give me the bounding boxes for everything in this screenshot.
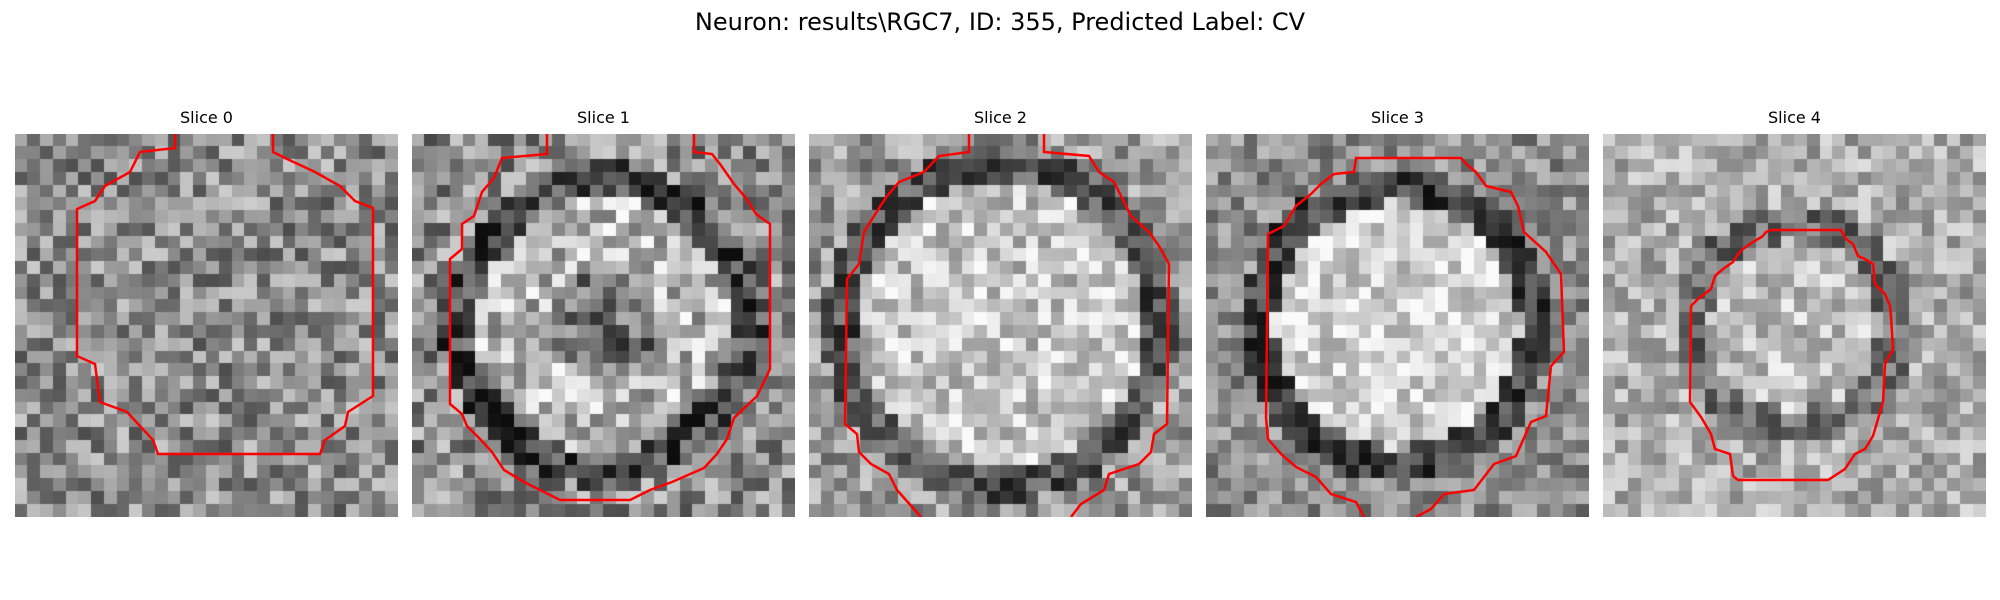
- slice-title: Slice 0: [180, 108, 233, 127]
- slice-panel-3: Slice 3: [1206, 108, 1589, 517]
- slice-title: Slice 3: [1371, 108, 1424, 127]
- segmentation-contour: [448, 134, 772, 502]
- slice-title: Slice 1: [577, 108, 630, 127]
- slice-image: [1603, 134, 1986, 517]
- slice-panel-2: Slice 2: [809, 108, 1192, 517]
- figure-title: Neuron: results\RGC7, ID: 355, Predicted…: [694, 8, 1306, 36]
- slice-image: [809, 134, 1192, 517]
- slice-panel-0: Slice 0: [15, 108, 398, 517]
- slice-image: [1206, 134, 1589, 517]
- segmentation-contour: [1264, 156, 1566, 517]
- segmentation-contour: [1688, 228, 1895, 482]
- slice-panel-4: Slice 4: [1603, 108, 1986, 517]
- slice-title: Slice 4: [1768, 108, 1821, 127]
- segmentation-contour: [843, 134, 1171, 517]
- slice-panel-1: Slice 1: [412, 108, 795, 517]
- slice-image: [412, 134, 795, 517]
- segmentation-contour: [75, 134, 375, 456]
- slice-title: Slice 2: [974, 108, 1027, 127]
